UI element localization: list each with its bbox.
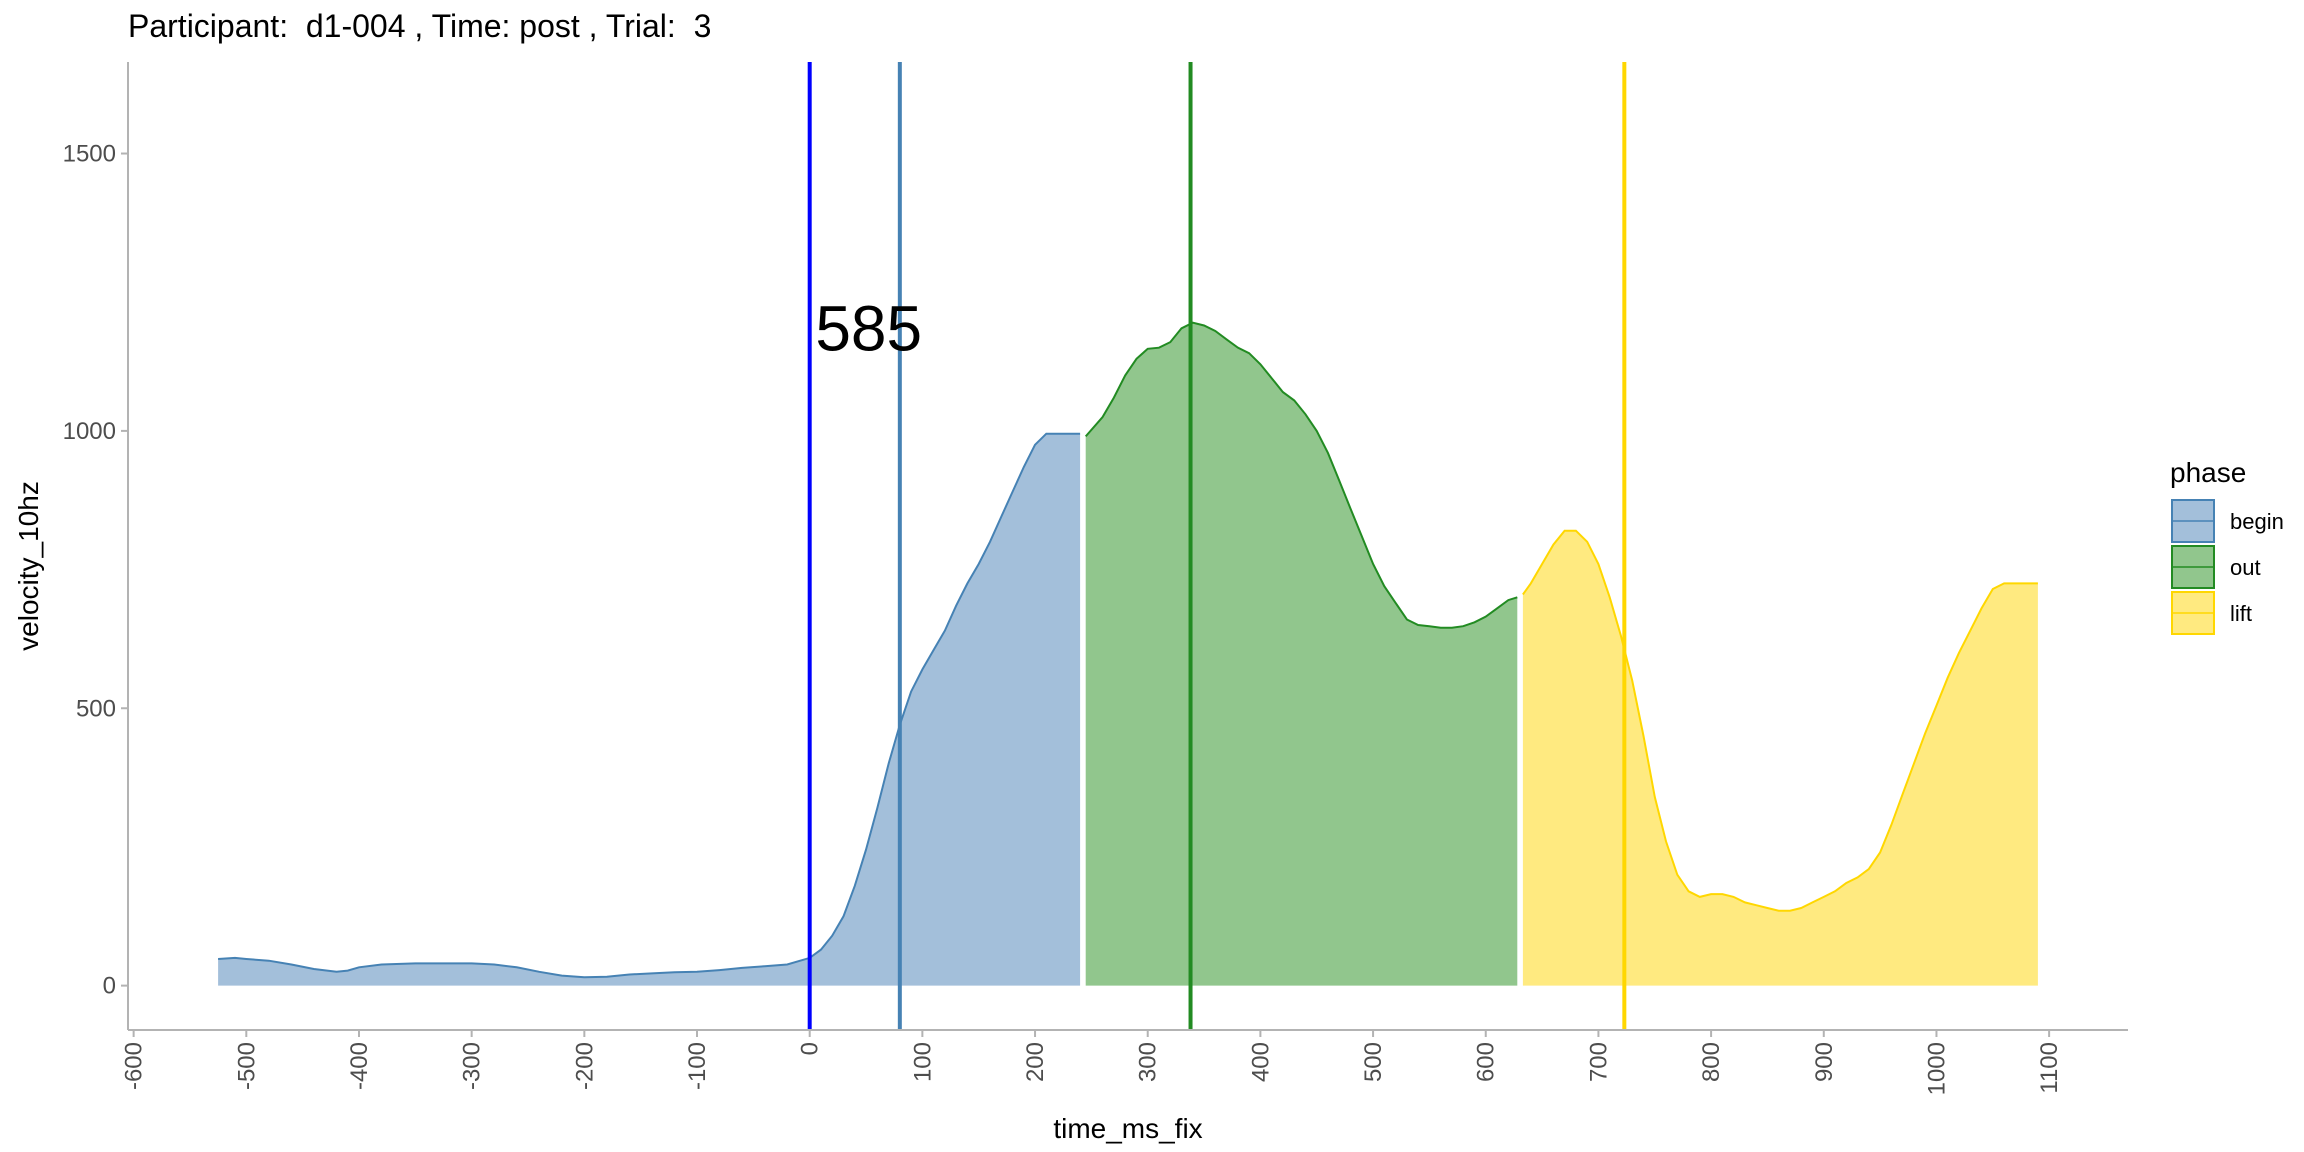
legend-label-lift: lift xyxy=(2230,601,2252,626)
y-ticks: 0 500 1000 1500 xyxy=(63,141,128,1000)
area-begin xyxy=(218,433,1081,986)
x-tick-label: 900 xyxy=(1811,1042,1838,1082)
x-ticks: -600 -500 -400 -300 -200 -100 0 100 200 300 400 500… xyxy=(121,1030,2063,1095)
axes-layer xyxy=(127,62,2128,1031)
x-tick-label: -600 xyxy=(121,1042,148,1090)
legend: phase begin out lift xyxy=(2170,457,2284,635)
x-tick-label: -500 xyxy=(233,1042,260,1090)
line-begin xyxy=(218,432,1081,979)
x-tick-label: 400 xyxy=(1247,1042,1274,1082)
x-tick-label: 1100 xyxy=(2036,1042,2063,1094)
x-tick-label: 100 xyxy=(909,1042,936,1082)
y-tick-label: 1000 xyxy=(63,418,116,445)
annotation-label: 585 xyxy=(815,292,922,364)
area-lift xyxy=(1522,530,2038,986)
line-lift xyxy=(1522,529,2038,912)
area-out xyxy=(1085,322,1518,986)
line-out xyxy=(1084,321,1518,629)
y-tick-label: 1500 xyxy=(63,141,116,168)
x-tick-label: 800 xyxy=(1698,1042,1725,1082)
chart-title: Participant: d1-004 , Time: post , Trial… xyxy=(128,8,712,44)
x-tick-label: -300 xyxy=(459,1042,486,1090)
x-tick-label: 500 xyxy=(1360,1042,1387,1082)
vline-layer xyxy=(807,62,1627,1030)
x-tick-label: -400 xyxy=(346,1042,373,1090)
x-tick-label: 700 xyxy=(1585,1042,1612,1082)
x-tick-label: 1000 xyxy=(1923,1042,1950,1095)
x-axis-title: time_ms_fix xyxy=(1053,1113,1202,1144)
legend-title: phase xyxy=(2170,457,2246,488)
x-tick-label: 600 xyxy=(1473,1042,1500,1082)
y-axis-title: velocity_10hz xyxy=(13,481,44,651)
x-tick-label: 0 xyxy=(797,1042,824,1055)
x-tick-label: 300 xyxy=(1135,1042,1162,1082)
y-tick-label: 500 xyxy=(76,695,116,722)
x-tick-label: -200 xyxy=(571,1042,598,1090)
area-layer xyxy=(218,321,2038,986)
x-tick-label: 200 xyxy=(1022,1042,1049,1082)
y-tick-label: 0 xyxy=(103,973,116,1000)
x-tick-label: -100 xyxy=(684,1042,711,1090)
legend-label-begin: begin xyxy=(2230,509,2284,534)
legend-label-out: out xyxy=(2230,555,2261,580)
